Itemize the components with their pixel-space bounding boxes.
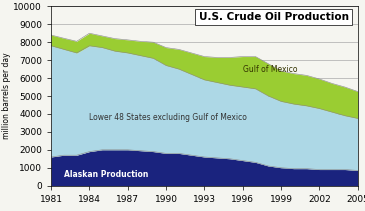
Y-axis label: million barrels per day: million barrels per day <box>1 53 11 139</box>
Text: Gulf of Mexico: Gulf of Mexico <box>243 65 297 74</box>
Text: Lower 48 States excluding Gulf of Mexico: Lower 48 States excluding Gulf of Mexico <box>89 113 247 122</box>
Text: Alaskan Production: Alaskan Production <box>64 170 148 179</box>
Text: U.S. Crude Oil Production: U.S. Crude Oil Production <box>199 12 349 22</box>
